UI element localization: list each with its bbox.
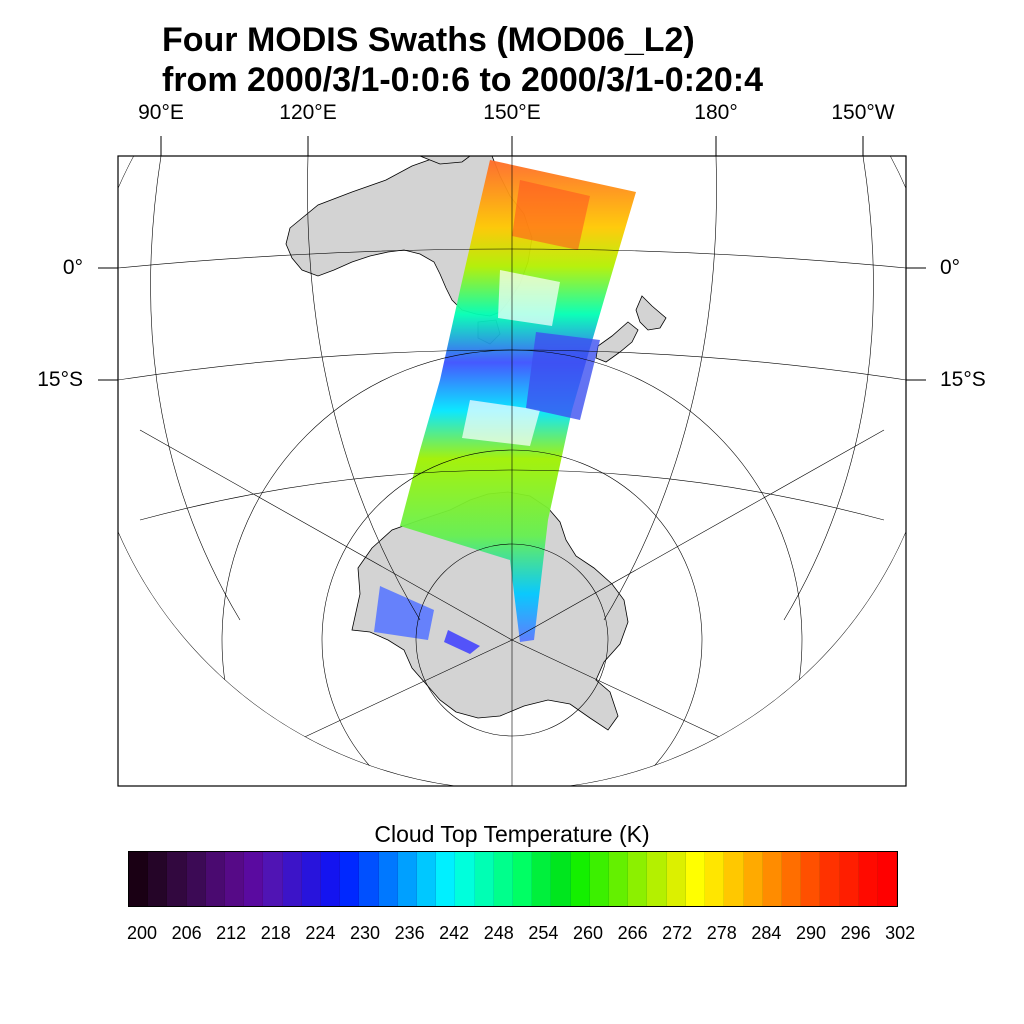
colorbar-cell xyxy=(167,852,187,906)
colorbar-label: 230 xyxy=(349,923,381,943)
colorbar-label: 224 xyxy=(305,923,336,943)
colorbar-cell xyxy=(148,852,168,906)
colorbar-label: 254 xyxy=(528,923,559,943)
colorbar-cell xyxy=(589,852,610,906)
colorbar-cell xyxy=(129,852,149,906)
colorbar-cell xyxy=(282,852,302,906)
lon-label-90e: 90°E xyxy=(138,101,184,124)
colorbar-cell xyxy=(609,852,629,906)
colorbar-cell xyxy=(474,852,494,906)
colorbar-cell xyxy=(801,852,821,906)
colorbar-cell xyxy=(205,852,226,906)
colorbar-label: 260 xyxy=(572,923,604,943)
lat-label-right-15s: 15°S xyxy=(940,368,986,391)
colorbar-cell xyxy=(455,852,475,906)
colorbar-cell xyxy=(877,852,898,906)
colorbar-cell xyxy=(666,852,686,906)
colorbar-cell xyxy=(359,852,379,906)
lat-label-right-0: 0° xyxy=(940,256,961,279)
colorbar-cell xyxy=(628,852,648,906)
colorbar-cell xyxy=(513,852,533,906)
graticule xyxy=(118,156,906,786)
cloud-swath-fragments xyxy=(374,586,480,654)
lon-label-150w: 150°W xyxy=(831,101,895,124)
lat-label-left-15s: 15°S xyxy=(37,368,83,391)
colorbar-cell xyxy=(436,852,456,906)
colorbar-label: 236 xyxy=(394,923,425,943)
lon-label-120e: 120°E xyxy=(279,101,337,124)
colorbar-label: 284 xyxy=(751,923,782,943)
colorbar-cell xyxy=(397,852,418,906)
colorbar-cell xyxy=(762,852,782,906)
colorbar-cell xyxy=(244,852,264,906)
lon-label-180: 180° xyxy=(694,101,738,124)
colorbar-cell xyxy=(321,852,341,906)
lat-label-left-0: 0° xyxy=(62,256,83,279)
title-line-2: from 2000/3/1-0:0:6 to 2000/3/1-0:20:4 xyxy=(162,61,763,99)
lon-label-150e: 150°E xyxy=(483,101,541,124)
colorbar-label: 272 xyxy=(662,923,693,943)
colorbar-cell xyxy=(839,852,859,906)
colorbar-label: 248 xyxy=(483,923,514,943)
colorbar-cell xyxy=(820,852,840,906)
colorbar-label: 206 xyxy=(171,923,202,943)
new-zealand-north xyxy=(635,295,667,331)
cloud-swath-main xyxy=(400,160,636,642)
colorbar-cell xyxy=(705,852,725,906)
colorbar-cell xyxy=(301,852,322,906)
colorbar xyxy=(128,851,898,907)
colorbar-label: 278 xyxy=(706,923,737,943)
colorbar-cell xyxy=(417,852,437,906)
colorbar-cell xyxy=(743,852,763,906)
colorbar-cell xyxy=(685,852,706,906)
title-line-1: Four MODIS Swaths (MOD06_L2) xyxy=(162,21,695,59)
colorbar-cell xyxy=(225,852,245,906)
colorbar-cell xyxy=(532,852,552,906)
colorbar-cell xyxy=(186,852,206,906)
colorbar-cell xyxy=(378,852,398,906)
colorbar-cell xyxy=(724,852,744,906)
colorbar-label: 302 xyxy=(885,923,916,943)
new-guinea-land xyxy=(419,156,472,165)
colorbar-label: 296 xyxy=(840,923,871,943)
colorbar-cell xyxy=(570,852,590,906)
colorbar-cell xyxy=(858,852,878,906)
axis-ticks xyxy=(98,136,926,381)
colorbar-cell xyxy=(647,852,667,906)
colorbar-cell xyxy=(781,852,802,906)
colorbar-label: 212 xyxy=(216,923,247,943)
colorbar-label: 200 xyxy=(126,923,158,943)
colorbar-label: 218 xyxy=(260,923,291,943)
colorbar-label: 290 xyxy=(795,923,827,943)
colorbar-title: Cloud Top Temperature (K) xyxy=(374,821,650,847)
colorbar-cell xyxy=(263,852,283,906)
colorbar-cell xyxy=(551,852,571,906)
globe xyxy=(118,156,906,786)
colorbar-cell xyxy=(493,852,514,906)
colorbar-cell xyxy=(340,852,360,906)
colorbar-label: 266 xyxy=(617,923,648,943)
colorbar-label: 242 xyxy=(439,923,470,943)
